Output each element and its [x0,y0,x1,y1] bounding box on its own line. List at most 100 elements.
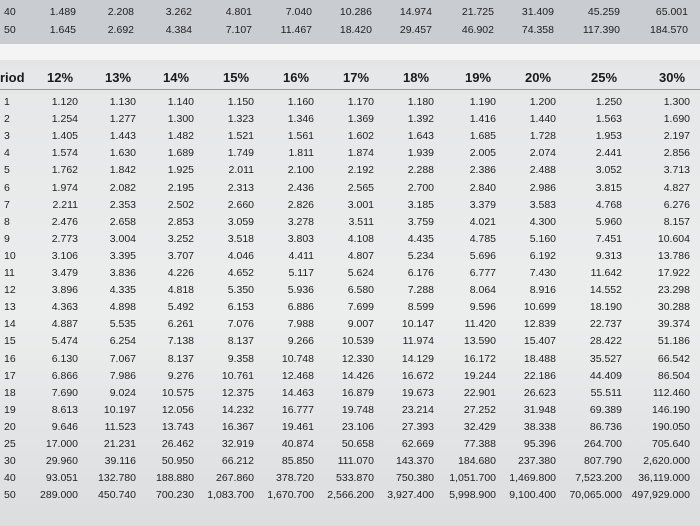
page-gap [0,44,700,60]
rate-header: 18% [402,70,430,85]
value-cell: 6.192 [529,249,556,262]
value-cell: 4.226 [167,267,194,279]
value-cell: 1.160 [287,96,314,108]
value-cell: 11.523 [104,420,136,433]
value-cell: 8.137 [227,335,254,348]
period-cell: 12 [4,284,16,297]
value-cell: 497,929.000 [631,489,690,502]
value-cell: 4.384 [165,24,192,36]
value-cell: 2.192 [347,164,374,177]
value-cell: 35.527 [589,352,622,365]
rate-header: 25% [590,70,618,85]
value-cell: 450.740 [98,489,136,502]
value-cell: 46.902 [461,24,494,36]
value-cell: 1.443 [109,130,136,143]
value-cell: 1.953 [595,130,622,143]
value-cell: 10.147 [401,318,434,331]
value-cell: 2.195 [167,181,194,194]
value-cell: 264.700 [584,438,622,450]
value-cell: 2.441 [595,147,622,160]
value-cell: 45.259 [587,6,620,18]
value-cell: 16.672 [401,369,434,382]
value-cell: 36,119.000 [638,472,690,485]
value-cell: 18.488 [523,352,556,365]
value-cell: 1.690 [663,113,690,126]
value-cell: 5.535 [109,318,136,331]
value-cell: 3.896 [51,284,78,297]
value-cell: 146.190 [652,403,690,416]
period-cell: 50 [4,24,16,36]
value-cell: 750.380 [396,472,434,485]
value-cell: 1.482 [167,130,194,143]
value-cell: 62.669 [401,438,434,450]
value-cell: 1.405 [51,130,78,143]
value-cell: 22.901 [463,386,496,399]
rate-header: 19% [464,70,492,85]
value-cell: 6.777 [469,267,496,279]
value-cell: 31.409 [521,6,554,18]
value-cell: 4.411 [288,249,315,262]
value-cell: 95.396 [523,438,556,450]
value-cell: 1.250 [595,96,622,108]
rate-header: 14% [162,70,190,85]
value-cell: 31.948 [523,403,556,416]
value-cell: 11.420 [464,318,496,331]
value-cell: 1.643 [407,130,434,143]
period-header: riod [0,70,25,85]
rate-header: 12% [46,70,74,85]
value-cell: 22.186 [523,369,556,382]
value-cell: 17.000 [45,438,78,450]
rate-header: 30% [658,70,686,85]
value-cell: 2.386 [469,164,496,177]
value-cell: 5.350 [227,284,254,297]
value-cell: 184.570 [650,24,688,36]
value-cell: 1.346 [287,113,314,126]
value-cell: 23.214 [401,403,434,416]
value-cell: 12.375 [221,386,254,399]
value-cell: 29.457 [399,24,432,36]
value-cell: 2.005 [469,147,496,160]
value-cell: 3.052 [595,164,622,177]
value-cell: 7.430 [529,267,556,279]
value-cell: 6.886 [287,301,314,314]
value-cell: 4.652 [227,267,254,279]
value-cell: 2.853 [167,215,194,228]
value-cell: 143.370 [396,455,434,468]
value-cell: 2.700 [407,181,434,194]
period-cell: 8 [4,215,10,228]
value-cell: 3,927.400 [387,489,434,502]
previous-table-band [0,0,700,44]
value-cell: 2.011 [228,164,255,177]
value-cell: 3.518 [227,232,254,245]
period-cell: 10 [4,249,16,262]
value-cell: 7.451 [595,232,622,245]
value-cell: 21.725 [461,6,494,18]
value-cell: 3.278 [287,215,314,228]
period-cell: 15 [4,335,16,348]
value-cell: 93.051 [45,472,78,485]
value-cell: 9.313 [595,249,622,262]
value-cell: 1.974 [51,181,78,194]
value-cell: 2.658 [109,215,136,228]
value-cell: 2.826 [287,198,314,211]
value-cell: 5.624 [347,267,374,279]
value-cell: 39.116 [104,455,136,468]
value-cell: 9.276 [167,369,194,382]
value-cell: 30.288 [657,301,690,314]
value-cell: 3.707 [167,249,194,262]
value-cell: 4.887 [51,318,78,331]
value-cell: 1.170 [347,96,374,108]
value-cell: 27.393 [401,420,434,433]
value-cell: 1.939 [407,147,434,160]
value-cell: 5.696 [469,249,496,262]
value-cell: 44.409 [589,369,622,382]
value-cell: 3.713 [663,164,690,177]
value-cell: 66.212 [221,455,254,468]
value-cell: 3.803 [287,232,314,245]
period-cell: 5 [4,164,10,177]
period-cell: 25 [4,438,16,450]
value-cell: 3.379 [469,198,496,211]
value-cell: 85.850 [281,455,314,468]
value-cell: 533.870 [336,472,374,485]
